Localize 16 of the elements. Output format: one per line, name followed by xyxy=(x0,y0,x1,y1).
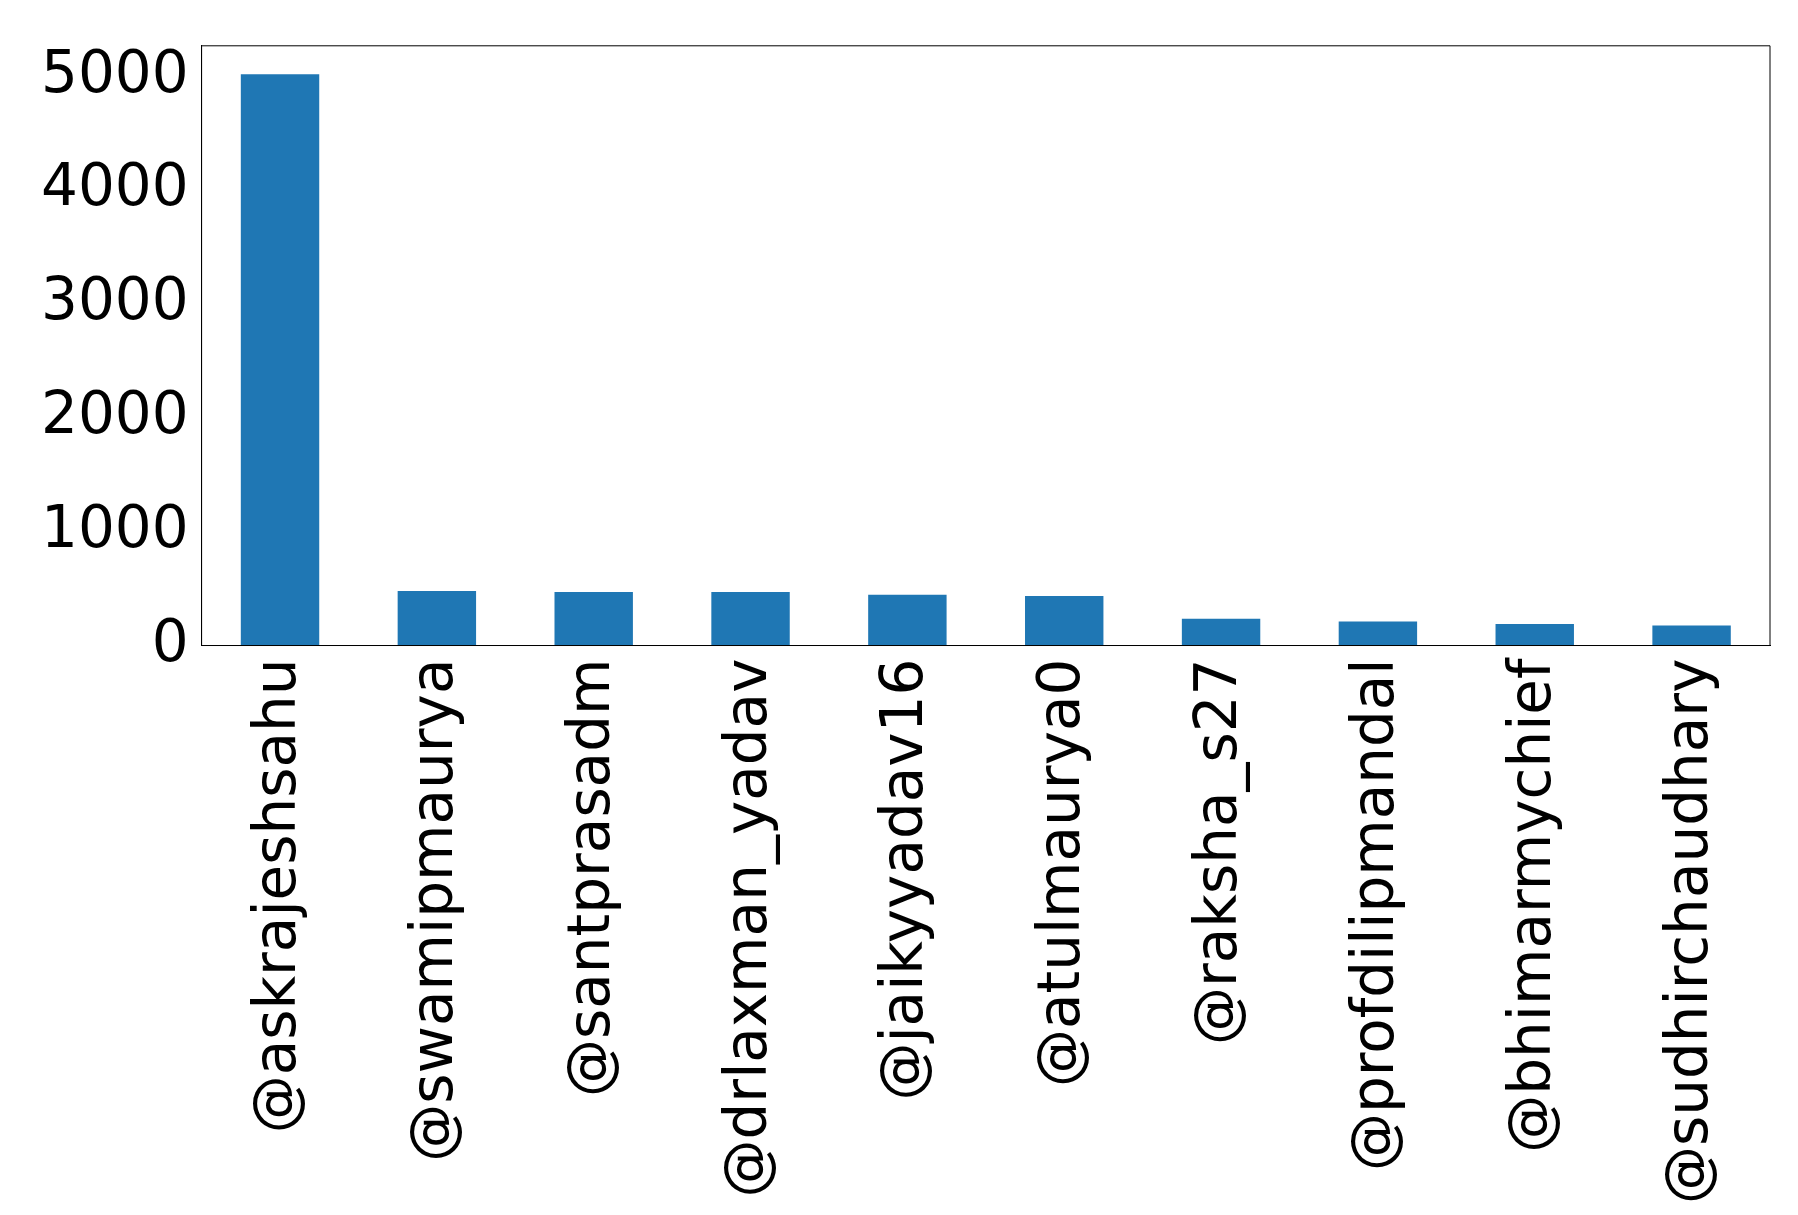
y-tick-label: 5000 xyxy=(41,37,189,106)
x-tick-label: @swamipmaurya xyxy=(397,658,466,1162)
y-tick-label: 1000 xyxy=(41,492,189,561)
x-tick-label: @atulmaurya0 xyxy=(1025,658,1094,1088)
x-tick-label: @raksha_s27 xyxy=(1182,658,1251,1046)
y-tick-label: 4000 xyxy=(41,151,189,220)
y-tick-label: 3000 xyxy=(41,265,189,334)
x-tick-label: @drlaxman_yadav xyxy=(711,658,780,1198)
x-tick-label: @askrajeshsahu xyxy=(241,658,310,1134)
y-tick-label: 2000 xyxy=(41,378,189,447)
x-tick-label: @santprasadm xyxy=(554,658,623,1098)
x-tick-label: @jaikyyadav16 xyxy=(868,658,937,1101)
x-tick-label: @profdilipmandal xyxy=(1338,658,1407,1172)
x-tick-label: @bhimarmychief xyxy=(1495,656,1564,1153)
x-tick-label: @sudhirchaudhary xyxy=(1652,658,1721,1205)
y-tick-label: 0 xyxy=(151,606,189,675)
